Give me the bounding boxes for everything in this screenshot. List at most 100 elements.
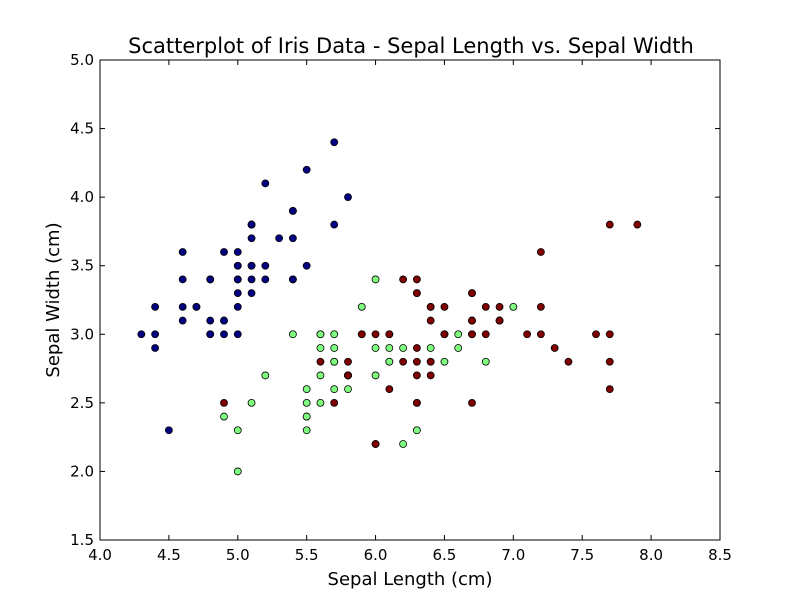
scatter-point-series-1 xyxy=(247,289,256,298)
scatter-point-series-1 xyxy=(233,261,242,270)
x-tick-label: 6.5 xyxy=(433,546,457,564)
scatter-point-series-2 xyxy=(247,398,256,407)
scatter-point-series-1 xyxy=(330,220,339,229)
scatter-point-series-2 xyxy=(302,426,311,435)
scatter-point-series-3 xyxy=(412,344,421,352)
scatter-point-series-2 xyxy=(233,467,242,476)
scatter-point-series-1 xyxy=(261,275,270,284)
scatter-point-series-3 xyxy=(440,302,449,311)
scatter-point-series-2 xyxy=(371,275,380,284)
scatter-point-series-3 xyxy=(468,330,476,339)
scatter-point-series-1 xyxy=(192,302,201,311)
scatter-point-series-3 xyxy=(371,330,380,339)
scatter-point-series-1 xyxy=(261,261,270,270)
x-tick-label: 7.5 xyxy=(570,546,594,564)
x-tick-label: 8.5 xyxy=(708,546,732,564)
scatter-point-series-3 xyxy=(412,357,421,366)
scatter-point-series-2 xyxy=(302,398,311,407)
scatter-point-series-3 xyxy=(523,330,532,339)
scatter-point-series-1 xyxy=(178,302,187,311)
scatter-point-series-3 xyxy=(481,302,490,311)
scatter-point-series-3 xyxy=(316,357,325,366)
scatter-point-series-3 xyxy=(426,302,435,311)
x-axis-label: Sepal Length (cm) xyxy=(328,569,493,590)
x-tick-label: 5.0 xyxy=(226,546,250,564)
scatter-point-series-2 xyxy=(233,426,242,435)
y-axis-label: Sepal Width (cm) xyxy=(43,222,64,377)
y-tick-label: 2.5 xyxy=(70,394,94,412)
scatter-point-series-2 xyxy=(302,385,311,394)
scatter-point-series-3 xyxy=(344,357,352,366)
scatter-point-series-2 xyxy=(288,330,297,339)
scatter-point-series-3 xyxy=(344,371,352,380)
scatter-point-series-1 xyxy=(151,330,160,339)
scatter-point-series-1 xyxy=(220,330,228,339)
scatter-point-series-1 xyxy=(275,234,284,243)
scatter-point-series-3 xyxy=(412,289,421,298)
y-tick-label: 5.0 xyxy=(70,51,94,69)
scatter-point-series-1 xyxy=(330,138,339,147)
x-tick-label: 7.0 xyxy=(501,546,525,564)
scatter-point-series-3 xyxy=(481,330,490,339)
scatter-point-series-2 xyxy=(481,357,490,366)
scatter-point-series-1 xyxy=(247,234,256,243)
scatter-point-series-1 xyxy=(344,193,352,202)
scatter-point-series-1 xyxy=(247,275,256,284)
scatter-point-series-3 xyxy=(633,220,642,229)
scatter-point-series-1 xyxy=(151,344,160,352)
scatter-point-series-3 xyxy=(399,357,408,366)
scatter-point-series-1 xyxy=(206,316,215,325)
scatter-point-series-1 xyxy=(233,302,242,311)
y-tick-label: 3.0 xyxy=(70,325,94,343)
scatter-point-series-3 xyxy=(426,316,435,325)
scatter-point-series-3 xyxy=(536,330,545,339)
scatter-point-series-2 xyxy=(385,344,394,352)
x-tick-label: 4.0 xyxy=(88,546,112,564)
scatter-point-series-1 xyxy=(261,179,270,188)
x-tick-label: 8.0 xyxy=(639,546,663,564)
scatter-point-series-1 xyxy=(288,275,297,284)
scatter-point-series-3 xyxy=(399,275,408,284)
scatter-point-series-2 xyxy=(454,330,463,339)
scatter-point-series-3 xyxy=(468,316,476,325)
scatter-point-series-2 xyxy=(357,302,366,311)
scatter-point-series-3 xyxy=(605,220,614,229)
scatter-point-series-3 xyxy=(220,398,228,407)
scatter-point-series-2 xyxy=(261,371,270,380)
scatter-point-series-3 xyxy=(426,357,435,366)
scatter-point-series-2 xyxy=(440,357,449,366)
scatter-point-series-3 xyxy=(536,248,545,256)
scatter-point-series-1 xyxy=(247,220,256,229)
scatter-point-series-2 xyxy=(330,385,339,394)
scatter-point-series-2 xyxy=(371,371,380,380)
plot-frame xyxy=(99,59,721,541)
data-points xyxy=(137,138,642,476)
x-tick-label: 5.5 xyxy=(295,546,319,564)
scatter-point-series-1 xyxy=(206,275,215,284)
scatter-point-series-1 xyxy=(178,316,187,325)
scatter-point-series-3 xyxy=(385,385,394,394)
scatter-point-series-1 xyxy=(164,426,173,435)
scatter-point-series-2 xyxy=(330,357,339,366)
y-tick-label: 4.0 xyxy=(70,188,94,206)
scatter-point-series-1 xyxy=(302,165,311,174)
x-tick-label: 6.0 xyxy=(364,546,388,564)
y-tick-label: 1.5 xyxy=(70,531,94,549)
y-tick-label: 3.5 xyxy=(70,257,94,275)
scatter-point-series-1 xyxy=(302,261,311,270)
chart-title: Scatterplot of Iris Data - Sepal Length … xyxy=(128,34,694,58)
scatter-point-series-3 xyxy=(357,330,366,339)
scatter-point-series-3 xyxy=(605,357,614,366)
scatter-point-series-1 xyxy=(220,248,228,256)
scatter-point-series-2 xyxy=(426,344,435,352)
scatter-point-series-2 xyxy=(385,357,394,366)
scatter-point-series-1 xyxy=(233,275,242,284)
scatter-point-series-1 xyxy=(247,261,256,270)
scatter-point-series-3 xyxy=(564,357,573,366)
scatter-point-series-2 xyxy=(316,330,325,339)
scatter-point-series-1 xyxy=(288,206,297,215)
scatter-point-series-1 xyxy=(233,248,242,256)
scatter-point-series-2 xyxy=(344,385,352,394)
y-tick-label: 4.5 xyxy=(70,120,94,138)
